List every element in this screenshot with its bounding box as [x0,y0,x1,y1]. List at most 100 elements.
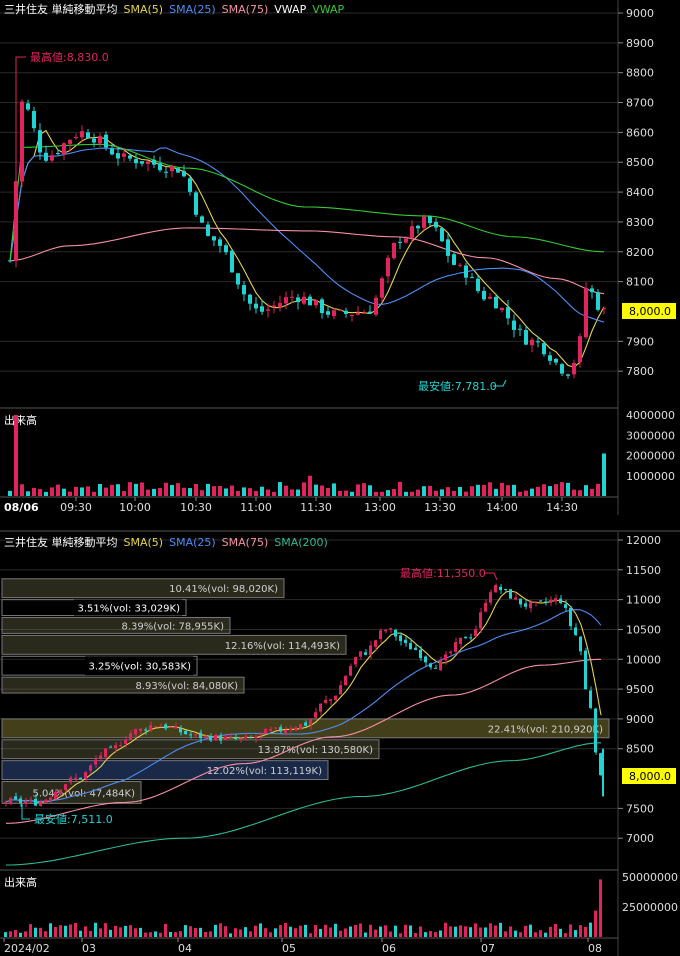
volume-tick-label: 2000000 [626,450,675,463]
sma75-line [5,658,602,824]
volume-bar [470,486,474,496]
date-tick-label: 2024/02 [4,942,50,955]
intraday-legend: 三井住友 単純移動平均 SMA(5) SMA(25) SMA(75) VWAP VWAP [4,2,345,16]
volume-bar [332,483,336,496]
volume-bar [229,933,232,937]
volume-bar [239,929,242,937]
date-tick-label: 03 [82,942,96,955]
legend-item[interactable]: SMA(200) [274,536,328,549]
candle-body [14,796,17,800]
volume-bar [319,928,322,937]
candle-body [392,242,396,259]
legend-item[interactable]: SMA(75) [222,536,269,549]
candle-body [194,734,197,736]
candle-body [542,343,546,355]
intraday-price-pane[interactable] [0,0,618,408]
daily-chart[interactable]: 10.41%(vol: 98,020K) 3.51%(vol: 33,029K) 8… [0,532,678,956]
volume-bar [500,483,504,496]
daily-volume-label: 出来高 [4,875,37,889]
candle-body [284,297,288,304]
candle-body [64,784,67,790]
volume-bar [439,930,442,937]
volume-bar [68,491,72,496]
legend-item[interactable]: VWAP [274,3,306,16]
volume-bar [350,491,354,496]
daily-moving-averages [5,590,602,866]
volume-bar [218,485,222,496]
candle-body [59,789,62,794]
candle-body [364,652,367,655]
legend-item[interactable]: 三井住友 単純移動平均 [4,535,118,549]
price-tick-label: 8800 [626,67,654,80]
price-tick-label: 10000 [626,653,661,666]
volume-bar [539,930,542,937]
candle-body [289,729,292,731]
legend-item[interactable]: SMA(5) [124,3,164,16]
candle-body [159,726,162,728]
volume-bar [242,487,246,496]
volume-bar [299,925,302,937]
daily-min-label: 最安値:7,511.0 [34,812,113,826]
candle-body [524,330,528,345]
volume-bar [356,484,360,496]
volume-bar [79,930,82,937]
legend-item[interactable]: SMA(25) [169,536,216,549]
volume-bar [179,931,182,937]
volume-bar [314,925,317,937]
candle-body [339,685,342,695]
date-tick-label: 06 [382,942,396,955]
sma75-line [9,227,605,295]
candle-body [236,273,240,285]
intraday-volume-bars [8,415,606,496]
candle-body [434,667,437,669]
candle-body [494,585,497,593]
volume-bar [56,484,60,496]
chart-separator [0,516,680,532]
sma200-line [6,742,602,866]
volume-bar [170,484,174,496]
volume-bar [494,488,498,496]
candle-body [69,777,72,783]
price-tick-label: 8600 [626,126,654,139]
candle-body [99,755,102,759]
legend-item[interactable]: SMA(25) [169,3,216,16]
candle-body [484,602,487,612]
volume-bar [369,924,372,937]
candle-body [214,734,217,741]
volume-bar [499,922,502,937]
volume-bar [34,927,37,937]
volume-bar [434,932,437,937]
volume-bar [326,487,330,496]
volume-bar [524,490,528,496]
volume-bar [419,926,422,937]
candle-body [384,629,387,632]
candle-body [379,630,382,640]
volume-bar [459,925,462,937]
volume-bar [254,491,258,496]
candle-body [68,139,72,144]
volume-bar [524,925,527,937]
candle-body [264,728,267,734]
legend-item[interactable]: VWAP [312,3,344,16]
candle-body [349,666,352,676]
legend-item[interactable]: 三井住友 単純移動平均 [4,2,118,16]
candle-body [566,374,570,376]
volume-bar [449,926,452,937]
legend-item[interactable]: SMA(75) [222,3,269,16]
volume-bar [594,910,597,937]
volume-bar [260,486,264,496]
volume-bar [536,486,540,496]
volume-bar [458,486,462,496]
volume-bar [134,483,138,496]
intraday-chart[interactable]: 三井住友 単純移動平均 SMA(5) SMA(25) SMA(75) VWAP VWAP … [0,0,676,515]
intraday-max-marker [15,56,26,92]
legend-item[interactable]: SMA(5) [124,536,164,549]
daily-max-label: 最高値:11,350.0 [400,566,486,580]
candle-body [314,300,318,306]
candle-body [350,314,354,317]
volume-bar [518,491,522,496]
volume-bar [62,488,66,496]
volume-bar [199,927,202,937]
candle-body [206,224,210,236]
candle-body [32,111,36,129]
